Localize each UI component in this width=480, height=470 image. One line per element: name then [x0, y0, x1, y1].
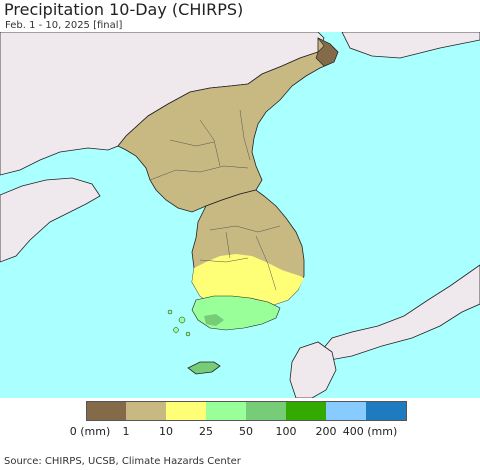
legend-swatch — [286, 401, 326, 421]
province-borders — [149, 109, 281, 291]
legend-tick-label: 0 (mm) — [69, 425, 111, 438]
shandong-peninsula — [0, 177, 101, 263]
jeju-island — [187, 361, 221, 375]
precipitation-map — [0, 32, 480, 398]
legend-tick-label: 25 — [199, 425, 213, 438]
southwest-islands — [167, 309, 191, 337]
ne-tip-dry — [315, 37, 339, 67]
far-east-land — [341, 32, 480, 59]
legend-swatch — [246, 401, 286, 421]
source-credit: Source: CHIRPS, UCSB, Climate Hazards Ce… — [4, 456, 241, 467]
legend-swatch — [86, 401, 126, 421]
legend-swatch — [326, 401, 366, 421]
map-subtitle: Feb. 1 - 10, 2025 [final] — [5, 20, 123, 31]
south-korea-level-50 — [204, 314, 224, 326]
legend-tick-label: 200 — [315, 425, 337, 438]
legend-tick-label: 100 — [275, 425, 297, 438]
map-title: Precipitation 10-Day (CHIRPS) — [4, 0, 244, 19]
japan-kyushu — [289, 341, 337, 398]
legend-tick-label: 10 — [159, 425, 173, 438]
south-korea-level-10 — [192, 254, 304, 308]
map-canvas — [0, 32, 480, 398]
legend-tick-label: 400 (mm) — [342, 425, 398, 438]
north-korea — [117, 37, 339, 213]
legend-tick-label: 1 — [122, 425, 130, 438]
legend-swatch — [366, 401, 406, 421]
legend-swatch — [166, 401, 206, 421]
legend-swatch — [206, 401, 246, 421]
legend-swatch — [126, 401, 166, 421]
legend-tick-label: 50 — [239, 425, 253, 438]
